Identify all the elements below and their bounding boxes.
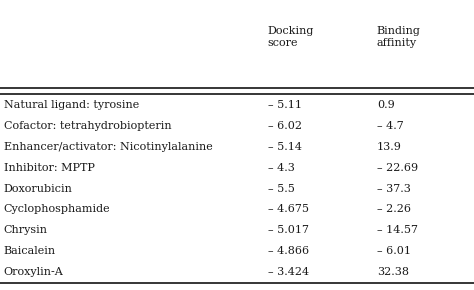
Text: Cyclophosphamide: Cyclophosphamide <box>4 204 110 214</box>
Text: – 4.7: – 4.7 <box>377 121 403 131</box>
Text: – 4.675: – 4.675 <box>268 204 309 214</box>
Text: Binding
affinity: Binding affinity <box>377 26 421 48</box>
Text: 32.38: 32.38 <box>377 267 409 277</box>
Text: Inhibitor: MPTP: Inhibitor: MPTP <box>4 163 95 173</box>
Text: – 5.14: – 5.14 <box>268 142 302 152</box>
Text: – 4.3: – 4.3 <box>268 163 295 173</box>
Text: Chrysin: Chrysin <box>4 225 48 235</box>
Text: – 5.5: – 5.5 <box>268 184 295 193</box>
Text: – 4.866: – 4.866 <box>268 246 309 256</box>
Text: – 5.017: – 5.017 <box>268 225 309 235</box>
Text: – 5.11: – 5.11 <box>268 100 302 110</box>
Text: Oroxylin-A: Oroxylin-A <box>4 267 64 277</box>
Text: Enhancer/activator: Nicotinylalanine: Enhancer/activator: Nicotinylalanine <box>4 142 212 152</box>
Text: – 22.69: – 22.69 <box>377 163 418 173</box>
Text: 0.9: 0.9 <box>377 100 394 110</box>
Text: – 2.26: – 2.26 <box>377 204 411 214</box>
Text: 13.9: 13.9 <box>377 142 401 152</box>
Text: Doxorubicin: Doxorubicin <box>4 184 73 193</box>
Text: – 3.424: – 3.424 <box>268 267 309 277</box>
Text: Cofactor: tetrahydrobiopterin: Cofactor: tetrahydrobiopterin <box>4 121 172 131</box>
Text: Natural ligand: tyrosine: Natural ligand: tyrosine <box>4 100 139 110</box>
Text: – 6.01: – 6.01 <box>377 246 411 256</box>
Text: – 37.3: – 37.3 <box>377 184 410 193</box>
Text: Docking
score: Docking score <box>268 26 314 48</box>
Text: – 14.57: – 14.57 <box>377 225 418 235</box>
Text: – 6.02: – 6.02 <box>268 121 302 131</box>
Text: Baicalein: Baicalein <box>4 246 56 256</box>
